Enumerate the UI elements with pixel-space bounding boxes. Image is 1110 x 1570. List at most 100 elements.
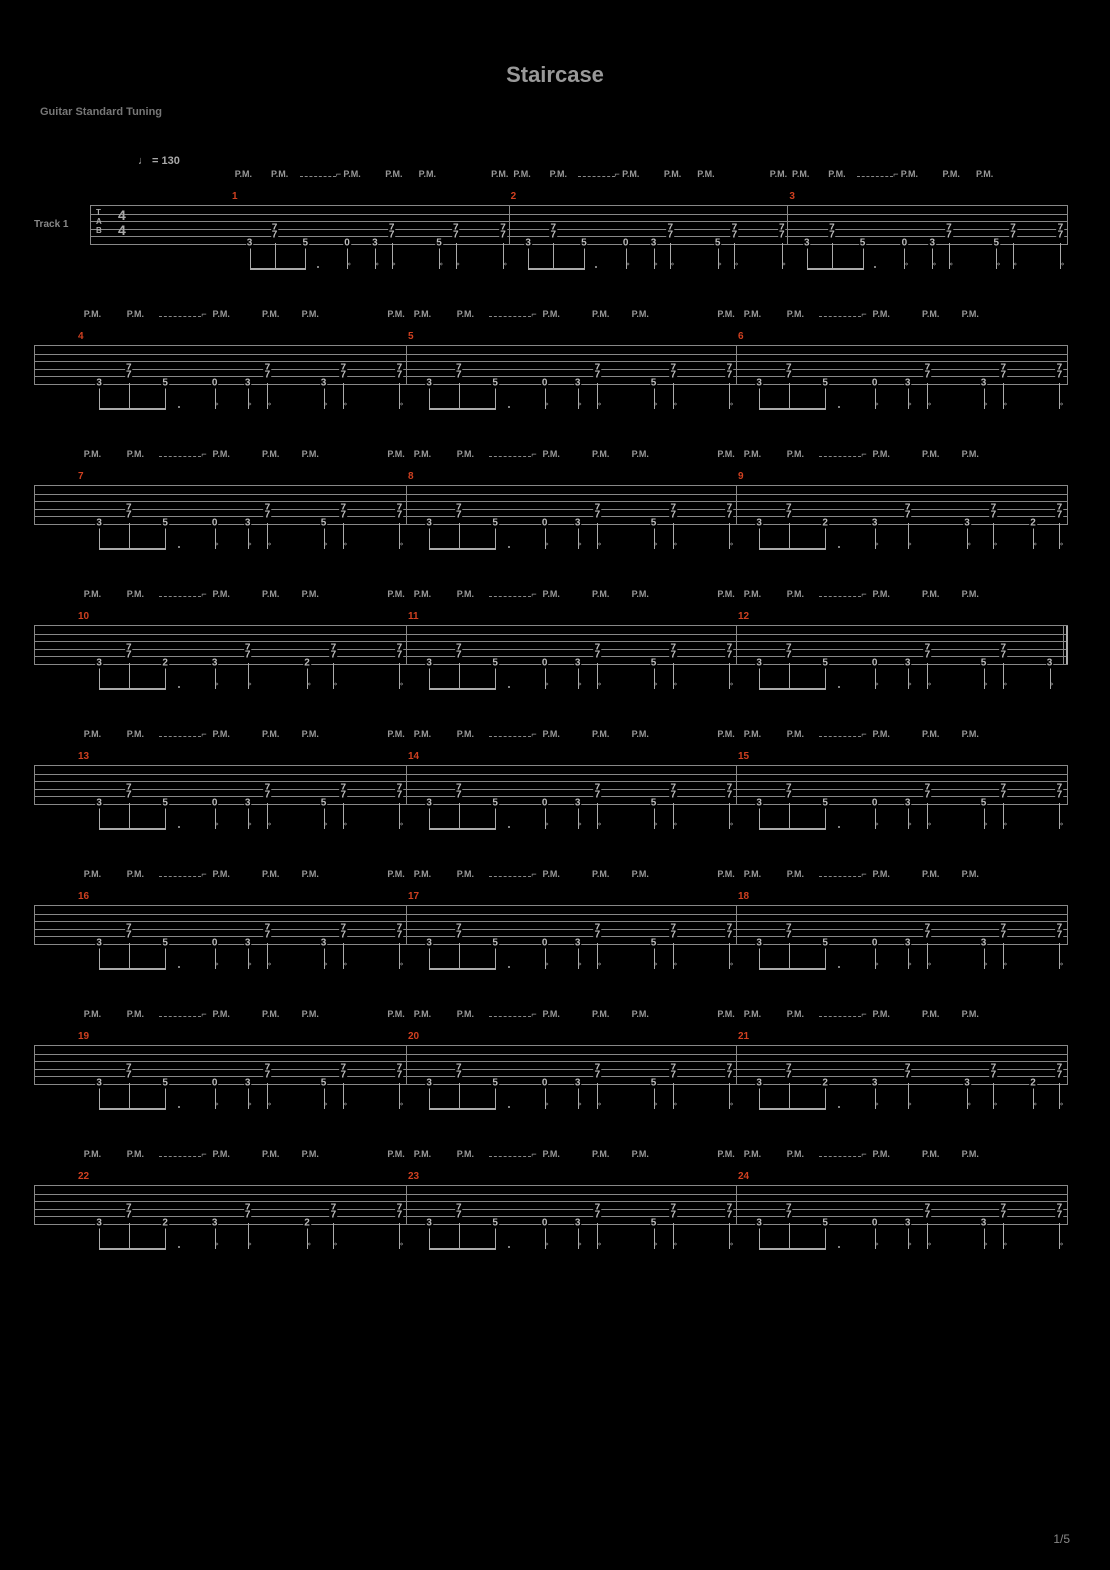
note-flag: 𝆹 <box>1003 955 1007 971</box>
fret-number: 3 <box>755 938 763 949</box>
fret-number: 5 <box>650 378 658 389</box>
note-flag: 𝆹 <box>307 1235 311 1251</box>
fret-number: 3 <box>963 518 971 529</box>
palm-mute-label: P.M. <box>787 729 804 739</box>
palm-mute-label: P.M. <box>387 589 404 599</box>
note-stem <box>832 243 833 269</box>
palm-mute-end: ⌐ <box>201 869 206 879</box>
fret-number: 0 <box>541 798 549 809</box>
fret-number: 7 <box>1056 930 1064 941</box>
note-stem <box>789 803 790 829</box>
tab-staff <box>34 485 1068 525</box>
fret-number: 7 <box>264 790 272 801</box>
note-stem <box>129 523 130 549</box>
fret-number: 3 <box>755 518 763 529</box>
fret-number: 5 <box>320 1078 328 1089</box>
palm-mute-label: P.M. <box>632 1149 649 1159</box>
palm-mute-end: ⌐ <box>201 1009 206 1019</box>
palm-mute-label: P.M. <box>213 449 230 459</box>
note-flag: 𝆹 <box>578 1235 582 1251</box>
palm-mute-label: P.M. <box>262 1009 279 1019</box>
palm-mute-label: P.M. <box>387 1149 404 1159</box>
palm-mute-label: P.M. <box>213 1009 230 1019</box>
note-flag: 𝆹 <box>927 675 931 691</box>
note-flag: 𝆹 <box>875 675 879 691</box>
rhythm-dot <box>838 1106 840 1108</box>
note-flag: 𝆹 <box>597 815 601 831</box>
measure-number: 8 <box>408 471 414 482</box>
fret-number: 5 <box>859 238 867 249</box>
fret-number: 7 <box>396 930 404 941</box>
palm-mute-label: P.M. <box>387 729 404 739</box>
palm-mute-extent <box>489 875 532 877</box>
palm-mute-extent <box>489 1155 532 1157</box>
fret-number: 2 <box>821 1078 829 1089</box>
palm-mute-label: P.M. <box>414 729 431 739</box>
fret-number: 2 <box>303 658 311 669</box>
palm-mute-label: P.M. <box>787 589 804 599</box>
rhythm-dot <box>838 546 840 548</box>
beam <box>99 548 166 550</box>
note-flag: 𝆹 <box>654 395 658 411</box>
palm-mute-label: P.M. <box>592 1009 609 1019</box>
palm-mute-label: P.M. <box>543 729 560 739</box>
palm-mute-label: P.M. <box>414 1149 431 1159</box>
fret-number: 3 <box>244 518 252 529</box>
palm-mute-label: P.M. <box>213 1149 230 1159</box>
note-flag: 𝆹 <box>875 395 879 411</box>
palm-mute-label: P.M. <box>213 309 230 319</box>
beam <box>99 968 166 970</box>
note-flag: 𝆹 <box>399 675 403 691</box>
note-stem <box>789 1223 790 1249</box>
palm-mute-end: ⌐ <box>531 1149 536 1159</box>
beam <box>528 268 585 270</box>
tempo-label: ♩ = 130 <box>138 155 180 167</box>
palm-mute-label: P.M. <box>744 869 761 879</box>
fret-number: 7 <box>455 1070 463 1081</box>
palm-mute-label: P.M. <box>922 869 939 879</box>
palm-mute-extent <box>159 1155 202 1157</box>
note-flag: 𝆹 <box>670 255 674 271</box>
note-stem <box>789 943 790 969</box>
fret-number: 7 <box>726 1070 734 1081</box>
palm-mute-label: P.M. <box>717 1149 734 1159</box>
fret-number: 7 <box>499 230 507 241</box>
palm-mute-label: P.M. <box>922 449 939 459</box>
note-flag: 𝆹 <box>875 1095 879 1111</box>
note-flag: 𝆹 <box>324 815 328 831</box>
palm-mute-label: P.M. <box>787 1009 804 1019</box>
palm-mute-label: P.M. <box>632 869 649 879</box>
palm-mute-label: P.M. <box>302 1149 319 1159</box>
fret-number: 7 <box>904 510 912 521</box>
note-stem <box>129 1083 130 1109</box>
beam <box>759 828 826 830</box>
note-flag: 𝆹 <box>545 675 549 691</box>
note-flag: 𝆹 <box>399 815 403 831</box>
note-flag: 𝆹 <box>949 255 953 271</box>
palm-mute-label: P.M. <box>632 449 649 459</box>
note-flag: 𝆹 <box>927 815 931 831</box>
fret-number: 0 <box>871 798 879 809</box>
note-flag: 𝆹 <box>984 395 988 411</box>
note-flag: 𝆹 <box>673 535 677 551</box>
note-flag: 𝆹 <box>908 1235 912 1251</box>
note-flag: 𝆹 <box>729 1235 733 1251</box>
fret-number: 0 <box>871 658 879 669</box>
note-stem <box>459 803 460 829</box>
fret-number: 7 <box>670 930 678 941</box>
fret-number: 5 <box>650 658 658 669</box>
note-flag: 𝆹 <box>343 1095 347 1111</box>
note-flag: 𝆹 <box>729 675 733 691</box>
note-flag: 𝆹 <box>578 1095 582 1111</box>
measure-number: 16 <box>78 891 89 902</box>
palm-mute-label: P.M. <box>744 309 761 319</box>
fret-number: 7 <box>726 790 734 801</box>
fret-number: 0 <box>871 938 879 949</box>
beam <box>429 828 496 830</box>
palm-mute-label: P.M. <box>127 589 144 599</box>
note-stem <box>129 943 130 969</box>
fret-number: 5 <box>980 658 988 669</box>
fret-number: 5 <box>821 658 829 669</box>
palm-mute-label: P.M. <box>84 1149 101 1159</box>
fret-number: 3 <box>244 938 252 949</box>
